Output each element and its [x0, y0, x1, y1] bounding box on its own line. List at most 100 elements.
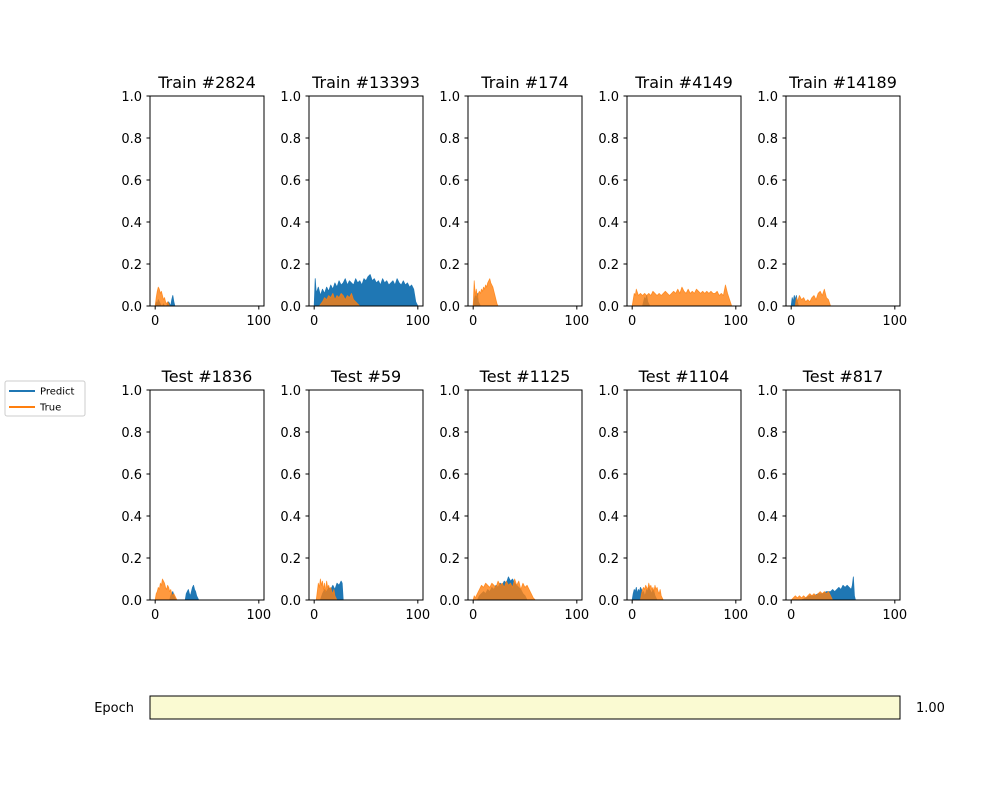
y-tick-label: 0.6	[280, 468, 301, 483]
true-series-area	[472, 578, 578, 601]
y-tick-label: 1.0	[439, 384, 460, 399]
y-tick-label: 0.8	[280, 132, 301, 147]
slider-border	[149, 695, 901, 720]
y-tick-label: 0.8	[439, 426, 460, 441]
y-tick-label: 0.0	[121, 300, 142, 315]
subplot-title: Train #174	[480, 73, 568, 92]
x-tick-label: 100	[564, 608, 589, 623]
y-tick-label: 0.0	[121, 594, 142, 609]
y-tick-label: 1.0	[121, 90, 142, 105]
slider-label: Epoch	[94, 701, 134, 716]
plot-frame	[308, 389, 424, 601]
y-tick-label: 0.6	[439, 468, 460, 483]
subplot-5: Train #14189 0.0 0.2 0.4 0.6 0.8 1.0 0 100	[757, 73, 907, 329]
y-tick-label: 0.8	[280, 426, 301, 441]
subplot-1: Train #2824 0.0 0.2 0.4 0.6 0.8 1.0 0 100	[121, 73, 271, 329]
subplot-title: Test #59	[330, 367, 401, 386]
legend-predict-label: Predict	[40, 387, 75, 398]
x-tick-label: 0	[310, 608, 318, 623]
y-tick-label: 1.0	[757, 90, 778, 105]
x-tick-label: 100	[723, 608, 748, 623]
y-tick-label: 0.8	[121, 426, 142, 441]
x-tick-label: 100	[246, 608, 271, 623]
x-tick-label: 0	[310, 314, 318, 329]
subplot-title: Test #1125	[479, 367, 571, 386]
plot-background	[309, 96, 423, 306]
y-tick-label: 0.6	[757, 174, 778, 189]
true-series-area	[631, 582, 737, 601]
y-tick-label: 0.2	[757, 552, 778, 567]
subplot-title: Test #817	[802, 367, 884, 386]
subplot-title: Train #14189	[788, 73, 897, 92]
x-tick-label: 100	[246, 314, 271, 329]
y-tick-label: 0.6	[598, 174, 619, 189]
x-tick-label: 100	[882, 608, 907, 623]
y-tick-label: 0.2	[757, 258, 778, 273]
subplot-title: Train #13393	[311, 73, 420, 92]
true-series-area	[154, 578, 260, 601]
y-tick-label: 0.0	[439, 300, 460, 315]
true-series-area	[631, 284, 737, 307]
plot-frame	[626, 389, 742, 601]
y-tick-label: 0.8	[121, 132, 142, 147]
plot-background	[150, 390, 264, 600]
epoch-slider[interactable]: Epoch 1.00	[94, 695, 945, 720]
true-series-area	[313, 293, 419, 307]
y-tick-label: 0.6	[598, 468, 619, 483]
y-tick-label: 0.0	[757, 300, 778, 315]
plot-background	[150, 96, 264, 306]
y-tick-label: 0.0	[280, 300, 301, 315]
y-tick-label: 0.4	[280, 510, 301, 525]
plot-frame	[149, 95, 265, 307]
y-tick-label: 1.0	[121, 384, 142, 399]
y-tick-label: 0.4	[598, 510, 619, 525]
plot-frame	[785, 389, 901, 601]
legend: Predict True	[4, 380, 86, 417]
y-tick-label: 0.4	[439, 216, 460, 231]
subplot-4: Train #4149 0.0 0.2 0.4 0.6 0.8 1.0 0 100	[598, 73, 748, 329]
subplot-title: Test #1104	[638, 367, 730, 386]
plot-frame	[467, 389, 583, 601]
slider-fill[interactable]	[150, 696, 900, 719]
y-tick-label: 0.6	[757, 468, 778, 483]
y-tick-label: 0.4	[439, 510, 460, 525]
plot-frame	[785, 95, 901, 307]
subplot-title: Test #1836	[161, 367, 253, 386]
y-tick-label: 0.0	[757, 594, 778, 609]
subplot-6: Test #1836 0.0 0.2 0.4 0.6 0.8 1.0 0 100	[121, 367, 271, 623]
y-tick-label: 0.0	[280, 594, 301, 609]
y-tick-label: 0.4	[121, 216, 142, 231]
y-tick-label: 0.0	[598, 594, 619, 609]
plot-background	[468, 390, 582, 600]
x-tick-label: 100	[723, 314, 748, 329]
x-tick-label: 0	[469, 608, 477, 623]
y-tick-label: 1.0	[598, 90, 619, 105]
y-tick-label: 0.2	[280, 258, 301, 273]
subplot-title: Train #2824	[157, 73, 256, 92]
y-tick-label: 0.4	[757, 510, 778, 525]
legend-true-label: True	[39, 403, 61, 414]
y-tick-label: 0.0	[439, 594, 460, 609]
x-tick-label: 0	[469, 314, 477, 329]
plot-background	[786, 96, 900, 306]
x-tick-label: 0	[787, 608, 795, 623]
x-tick-label: 100	[882, 314, 907, 329]
y-tick-label: 1.0	[439, 90, 460, 105]
plot-background	[309, 390, 423, 600]
subplot-7: Test #59 0.0 0.2 0.4 0.6 0.8 1.0 0 100	[280, 367, 430, 623]
y-tick-label: 0.0	[598, 300, 619, 315]
plot-background	[468, 96, 582, 306]
y-tick-label: 0.2	[439, 552, 460, 567]
y-tick-label: 0.8	[757, 426, 778, 441]
true-series-area	[472, 278, 578, 307]
subplot-3: Train #174 0.0 0.2 0.4 0.6 0.8 1.0 0 100	[439, 73, 589, 329]
plot-frame	[467, 95, 583, 307]
y-tick-label: 0.4	[121, 510, 142, 525]
y-tick-label: 0.4	[757, 216, 778, 231]
y-tick-label: 0.2	[598, 552, 619, 567]
x-tick-label: 0	[628, 314, 636, 329]
slider-value: 1.00	[916, 701, 945, 716]
y-tick-label: 1.0	[280, 90, 301, 105]
subplot-8: Test #1125 0.0 0.2 0.4 0.6 0.8 1.0 0 100	[439, 367, 589, 623]
